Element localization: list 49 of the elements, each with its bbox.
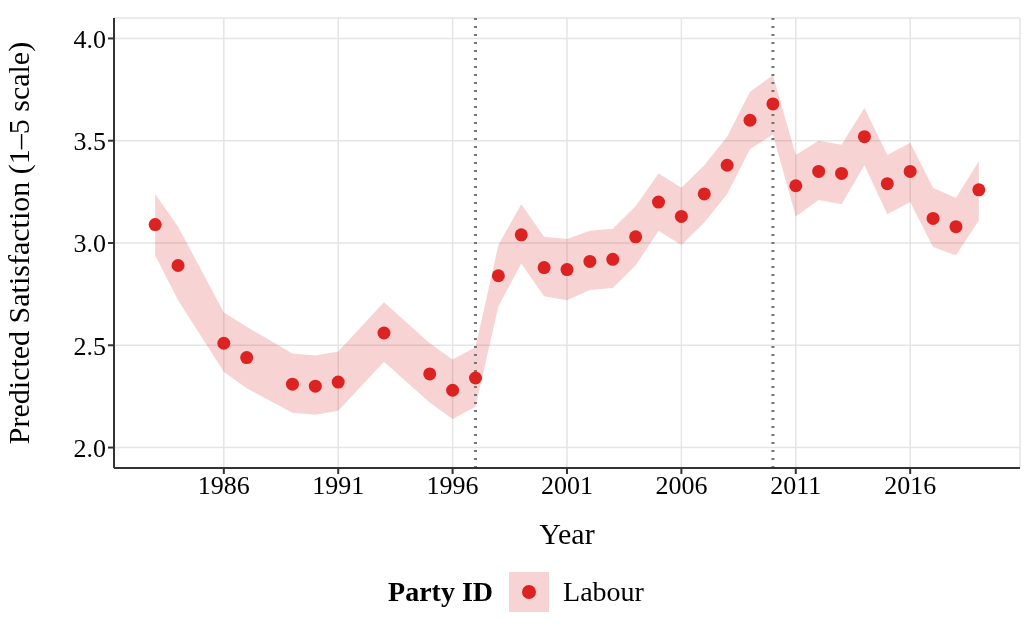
point bbox=[812, 164, 826, 178]
x-axis-title: Year bbox=[539, 517, 595, 550]
point bbox=[285, 377, 299, 391]
point bbox=[766, 97, 780, 111]
point bbox=[240, 351, 254, 365]
x-tick-label: 1991 bbox=[312, 471, 365, 501]
point bbox=[491, 269, 505, 283]
x-tick-label: 2001 bbox=[541, 471, 593, 501]
point bbox=[789, 179, 803, 193]
point bbox=[606, 252, 620, 266]
x-tick-label: 1996 bbox=[426, 471, 479, 501]
point bbox=[880, 177, 894, 191]
point bbox=[468, 371, 482, 385]
y-tick-label: 2.5 bbox=[73, 331, 106, 361]
y-axis-title: Predicted Satisfaction (1–5 scale) bbox=[1, 41, 36, 445]
point bbox=[560, 263, 574, 277]
point bbox=[446, 383, 460, 397]
point bbox=[857, 130, 871, 144]
point bbox=[652, 195, 666, 209]
point bbox=[217, 336, 231, 350]
point bbox=[171, 259, 185, 272]
x-tick-label: 2011 bbox=[770, 471, 822, 501]
x-tick-label: 2006 bbox=[655, 471, 708, 501]
legend-label: Labour bbox=[563, 576, 644, 608]
point bbox=[926, 211, 940, 225]
point bbox=[537, 261, 551, 275]
legend-title: Party ID bbox=[388, 576, 494, 608]
point bbox=[514, 228, 528, 242]
point bbox=[629, 230, 643, 244]
point bbox=[331, 375, 345, 389]
point bbox=[835, 166, 849, 180]
point bbox=[697, 187, 711, 201]
point bbox=[949, 220, 963, 234]
point bbox=[743, 113, 757, 127]
y-tick-label: 3.0 bbox=[73, 229, 106, 259]
point bbox=[583, 254, 597, 268]
x-tick-label: 1986 bbox=[197, 471, 250, 501]
point bbox=[148, 218, 162, 232]
y-tick-label: 3.5 bbox=[73, 126, 106, 156]
point bbox=[903, 164, 917, 178]
x-tick-label: 2016 bbox=[884, 471, 937, 501]
point bbox=[423, 367, 437, 381]
point bbox=[972, 183, 986, 197]
point bbox=[308, 379, 322, 393]
y-tick-label: 4.0 bbox=[73, 24, 106, 54]
point bbox=[674, 209, 688, 223]
point bbox=[720, 158, 734, 172]
point bbox=[377, 326, 391, 340]
y-tick-label: 2.0 bbox=[73, 433, 106, 463]
